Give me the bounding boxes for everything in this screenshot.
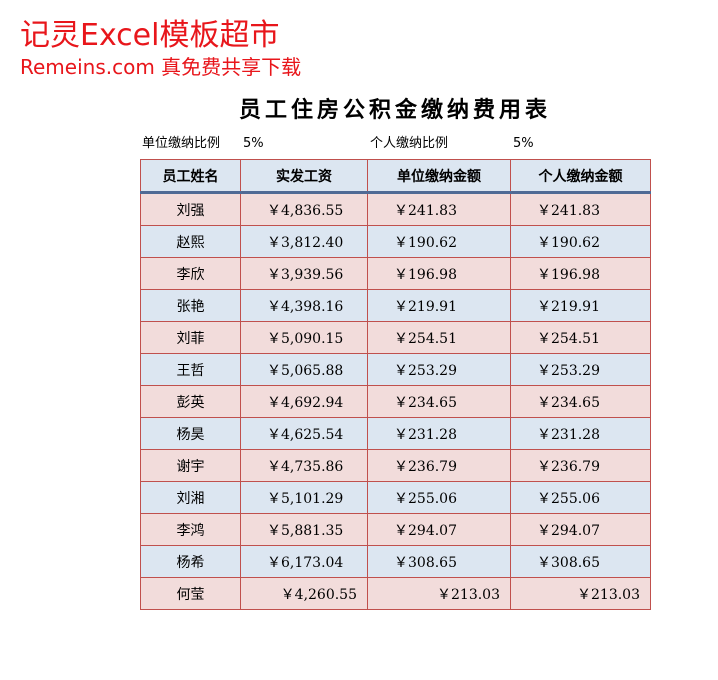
name-cell: 刘菲 (140, 321, 241, 354)
amount-cell: ￥5,101.29 (240, 481, 368, 514)
name-cell: 杨希 (140, 545, 241, 578)
amount-cell: ￥3,812.40 (240, 225, 368, 258)
amount-cell: ￥213.03 (510, 577, 651, 610)
amount-cell: ￥190.62 (510, 225, 651, 258)
amount-cell: ￥190.62 (367, 225, 511, 258)
amount-cell: ￥308.65 (510, 545, 651, 578)
name-cell: 何莹 (140, 577, 241, 610)
watermark-subtitle: Remeins.com 真免费共享下载 (20, 55, 302, 79)
name-cell: 王哲 (140, 353, 241, 386)
table-row: 杨昊 ￥4,625.54 ￥231.28 ￥231.28 (140, 417, 651, 450)
table-row: 赵熙 ￥3,812.40 ￥190.62 ￥190.62 (140, 225, 651, 258)
header-cell: 个人缴纳金额 (510, 159, 651, 194)
amount-cell: ￥254.51 (367, 321, 511, 354)
name-cell: 赵熙 (140, 225, 241, 258)
amount-cell: ￥234.65 (367, 385, 511, 418)
amount-cell: ￥236.79 (367, 449, 511, 482)
amount-cell: ￥4,398.16 (240, 289, 368, 322)
amount-cell: ￥4,260.55 (240, 577, 368, 610)
amount-cell: ￥219.91 (367, 289, 511, 322)
table-row: 李欣 ￥3,939.56 ￥196.98 ￥196.98 (140, 257, 651, 290)
table-row: 王哲 ￥5,065.88 ￥253.29 ￥253.29 (140, 353, 651, 386)
amount-cell: ￥255.06 (367, 481, 511, 514)
name-cell: 彭英 (140, 385, 241, 418)
header-row: 员工姓名 实发工资 单位缴纳金额 个人缴纳金额 (140, 159, 651, 194)
watermark-title: 记灵Excel模板超市 (20, 18, 280, 53)
name-cell: 杨昊 (140, 417, 241, 450)
amount-cell: ￥196.98 (367, 257, 511, 290)
amount-cell: ￥4,836.55 (240, 192, 368, 226)
amount-cell: ￥196.98 (510, 257, 651, 290)
amount-cell: ￥5,881.35 (240, 513, 368, 546)
header-cell: 实发工资 (240, 159, 368, 194)
rate-label: 个人缴纳比例 (370, 136, 449, 151)
amount-cell: ￥231.28 (510, 417, 651, 450)
rate-label: 单位缴纳比例 (142, 136, 221, 151)
name-cell: 谢宇 (140, 449, 241, 482)
amount-cell: ￥4,735.86 (240, 449, 368, 482)
amount-cell: ￥4,625.54 (240, 417, 368, 450)
amount-cell: ￥294.07 (367, 513, 511, 546)
header-cell: 员工姓名 (140, 159, 241, 194)
name-cell: 张艳 (140, 289, 241, 322)
table-body: 刘强 ￥4,836.55 ￥241.83 ￥241.83 赵熙 ￥3,812.40 ￥190… (140, 192, 651, 610)
amount-cell: ￥4,692.94 (240, 385, 368, 418)
table-row: 刘强 ￥4,836.55 ￥241.83 ￥241.83 (140, 192, 651, 226)
table-row: 张艳 ￥4,398.16 ￥219.91 ￥219.91 (140, 289, 651, 322)
amount-cell: ￥219.91 (510, 289, 651, 322)
amount-cell: ￥241.83 (367, 192, 511, 226)
amount-cell: ￥294.07 (510, 513, 651, 546)
amount-cell: ￥253.29 (367, 353, 511, 386)
amount-cell: ￥231.28 (367, 417, 511, 450)
amount-cell: ￥254.51 (510, 321, 651, 354)
amount-cell: ￥241.83 (510, 192, 651, 226)
amount-cell: ￥236.79 (510, 449, 651, 482)
amount-cell: ￥308.65 (367, 545, 511, 578)
amount-cell: ￥3,939.56 (240, 257, 368, 290)
name-cell: 刘湘 (140, 481, 241, 514)
amount-cell: ￥234.65 (510, 385, 651, 418)
amount-cell: ￥213.03 (367, 577, 511, 610)
table: 员工姓名 实发工资 单位缴纳金额 个人缴纳金额 刘强 ￥4,836.55 ￥241.83 ￥… (140, 159, 651, 610)
name-cell: 李鸿 (140, 513, 241, 546)
rate-value: 5% (243, 136, 264, 151)
amount-cell: ￥253.29 (510, 353, 651, 386)
amount-cell: ￥5,065.88 (240, 353, 368, 386)
table-row: 李鸿 ￥5,881.35 ￥294.07 ￥294.07 (140, 513, 651, 546)
rate-value: 5% (513, 136, 534, 151)
header-cell: 单位缴纳金额 (367, 159, 511, 194)
name-cell: 刘强 (140, 192, 241, 226)
table-row: 何莹 ￥4,260.55 ￥213.03 ￥213.03 (140, 577, 651, 610)
table-row: 谢宇 ￥4,735.86 ￥236.79 ￥236.79 (140, 449, 651, 482)
table-row: 杨希 ￥6,173.04 ￥308.65 ￥308.65 (140, 545, 651, 578)
amount-cell: ￥6,173.04 (240, 545, 368, 578)
table-row: 刘湘 ￥5,101.29 ￥255.06 ￥255.06 (140, 481, 651, 514)
amount-cell: ￥5,090.15 (240, 321, 368, 354)
table-row: 彭英 ￥4,692.94 ￥234.65 ￥234.65 (140, 385, 651, 418)
name-cell: 李欣 (140, 257, 241, 290)
amount-cell: ￥255.06 (510, 481, 651, 514)
table-row: 刘菲 ￥5,090.15 ￥254.51 ￥254.51 (140, 321, 651, 354)
table-title: 员工住房公积金缴纳费用表 (238, 97, 551, 123)
